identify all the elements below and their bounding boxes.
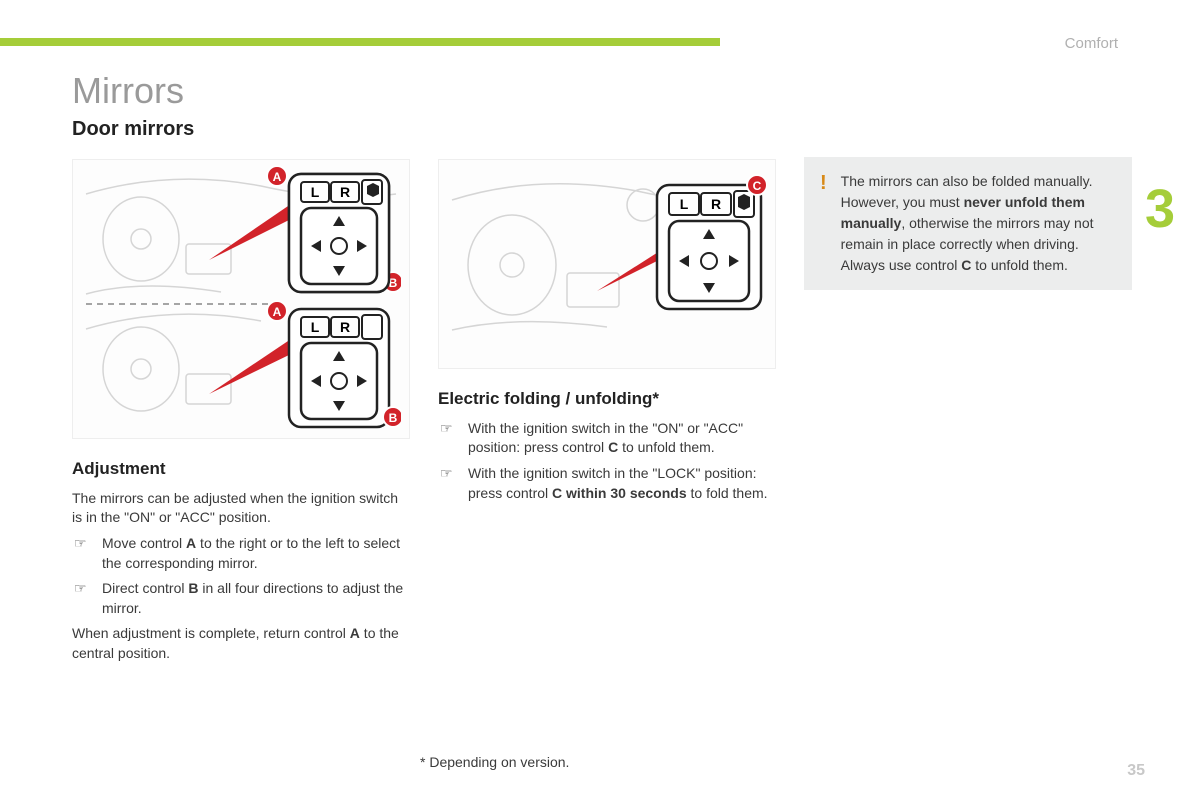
list-item: Direct control B in all four directions … bbox=[72, 579, 410, 618]
col-folding: L R C Electric folding / unfo bbox=[438, 159, 776, 670]
list-item: With the ignition switch in the "LOCK" p… bbox=[438, 464, 776, 503]
svg-text:R: R bbox=[711, 196, 721, 212]
page-title: Mirrors bbox=[72, 70, 1132, 112]
page-content: Mirrors Door mirrors bbox=[72, 70, 1132, 670]
top-accent-bar bbox=[0, 38, 1200, 46]
diagram-adjustment: L R A bbox=[72, 159, 410, 439]
mirror-control-diagram-c: L R C bbox=[447, 165, 767, 363]
section-number: 3 bbox=[1145, 178, 1175, 240]
diagram-folding: L R C bbox=[438, 159, 776, 369]
adjustment-outro: When adjustment is complete, return cont… bbox=[72, 624, 410, 663]
svg-text:B: B bbox=[389, 411, 398, 425]
warning-box: ! The mirrors can also be folded manuall… bbox=[804, 157, 1132, 290]
list-item: Move control A to the right or to the le… bbox=[72, 534, 410, 573]
folding-heading: Electric folding / unfolding* bbox=[438, 387, 776, 411]
folding-list: With the ignition switch in the "ON" or … bbox=[438, 419, 776, 503]
svg-text:L: L bbox=[680, 196, 689, 212]
bar-accent bbox=[0, 38, 720, 46]
adjustment-heading: Adjustment bbox=[72, 457, 410, 481]
svg-text:L: L bbox=[311, 319, 320, 335]
section-label: Comfort bbox=[1065, 35, 1118, 52]
page-subtitle: Door mirrors bbox=[72, 118, 1132, 141]
list-item: With the ignition switch in the "ON" or … bbox=[438, 419, 776, 458]
svg-text:R: R bbox=[340, 319, 350, 335]
adjustment-intro: The mirrors can be adjusted when the ign… bbox=[72, 489, 410, 528]
footnote: * Depending on version. bbox=[420, 754, 569, 770]
columns: L R A bbox=[72, 159, 1132, 670]
svg-text:A: A bbox=[273, 305, 282, 319]
warning-text: The mirrors can also be folded manually.… bbox=[841, 171, 1116, 276]
adjustment-list: Move control A to the right or to the le… bbox=[72, 534, 410, 618]
mirror-control-diagram-a: L R A bbox=[81, 164, 401, 434]
page-number: 35 bbox=[1127, 762, 1145, 780]
warning-icon: ! bbox=[820, 173, 827, 276]
svg-text:C: C bbox=[753, 179, 762, 193]
col-adjustment: L R A bbox=[72, 159, 410, 670]
svg-text:A: A bbox=[273, 170, 282, 184]
col-warning: ! The mirrors can also be folded manuall… bbox=[804, 159, 1132, 670]
